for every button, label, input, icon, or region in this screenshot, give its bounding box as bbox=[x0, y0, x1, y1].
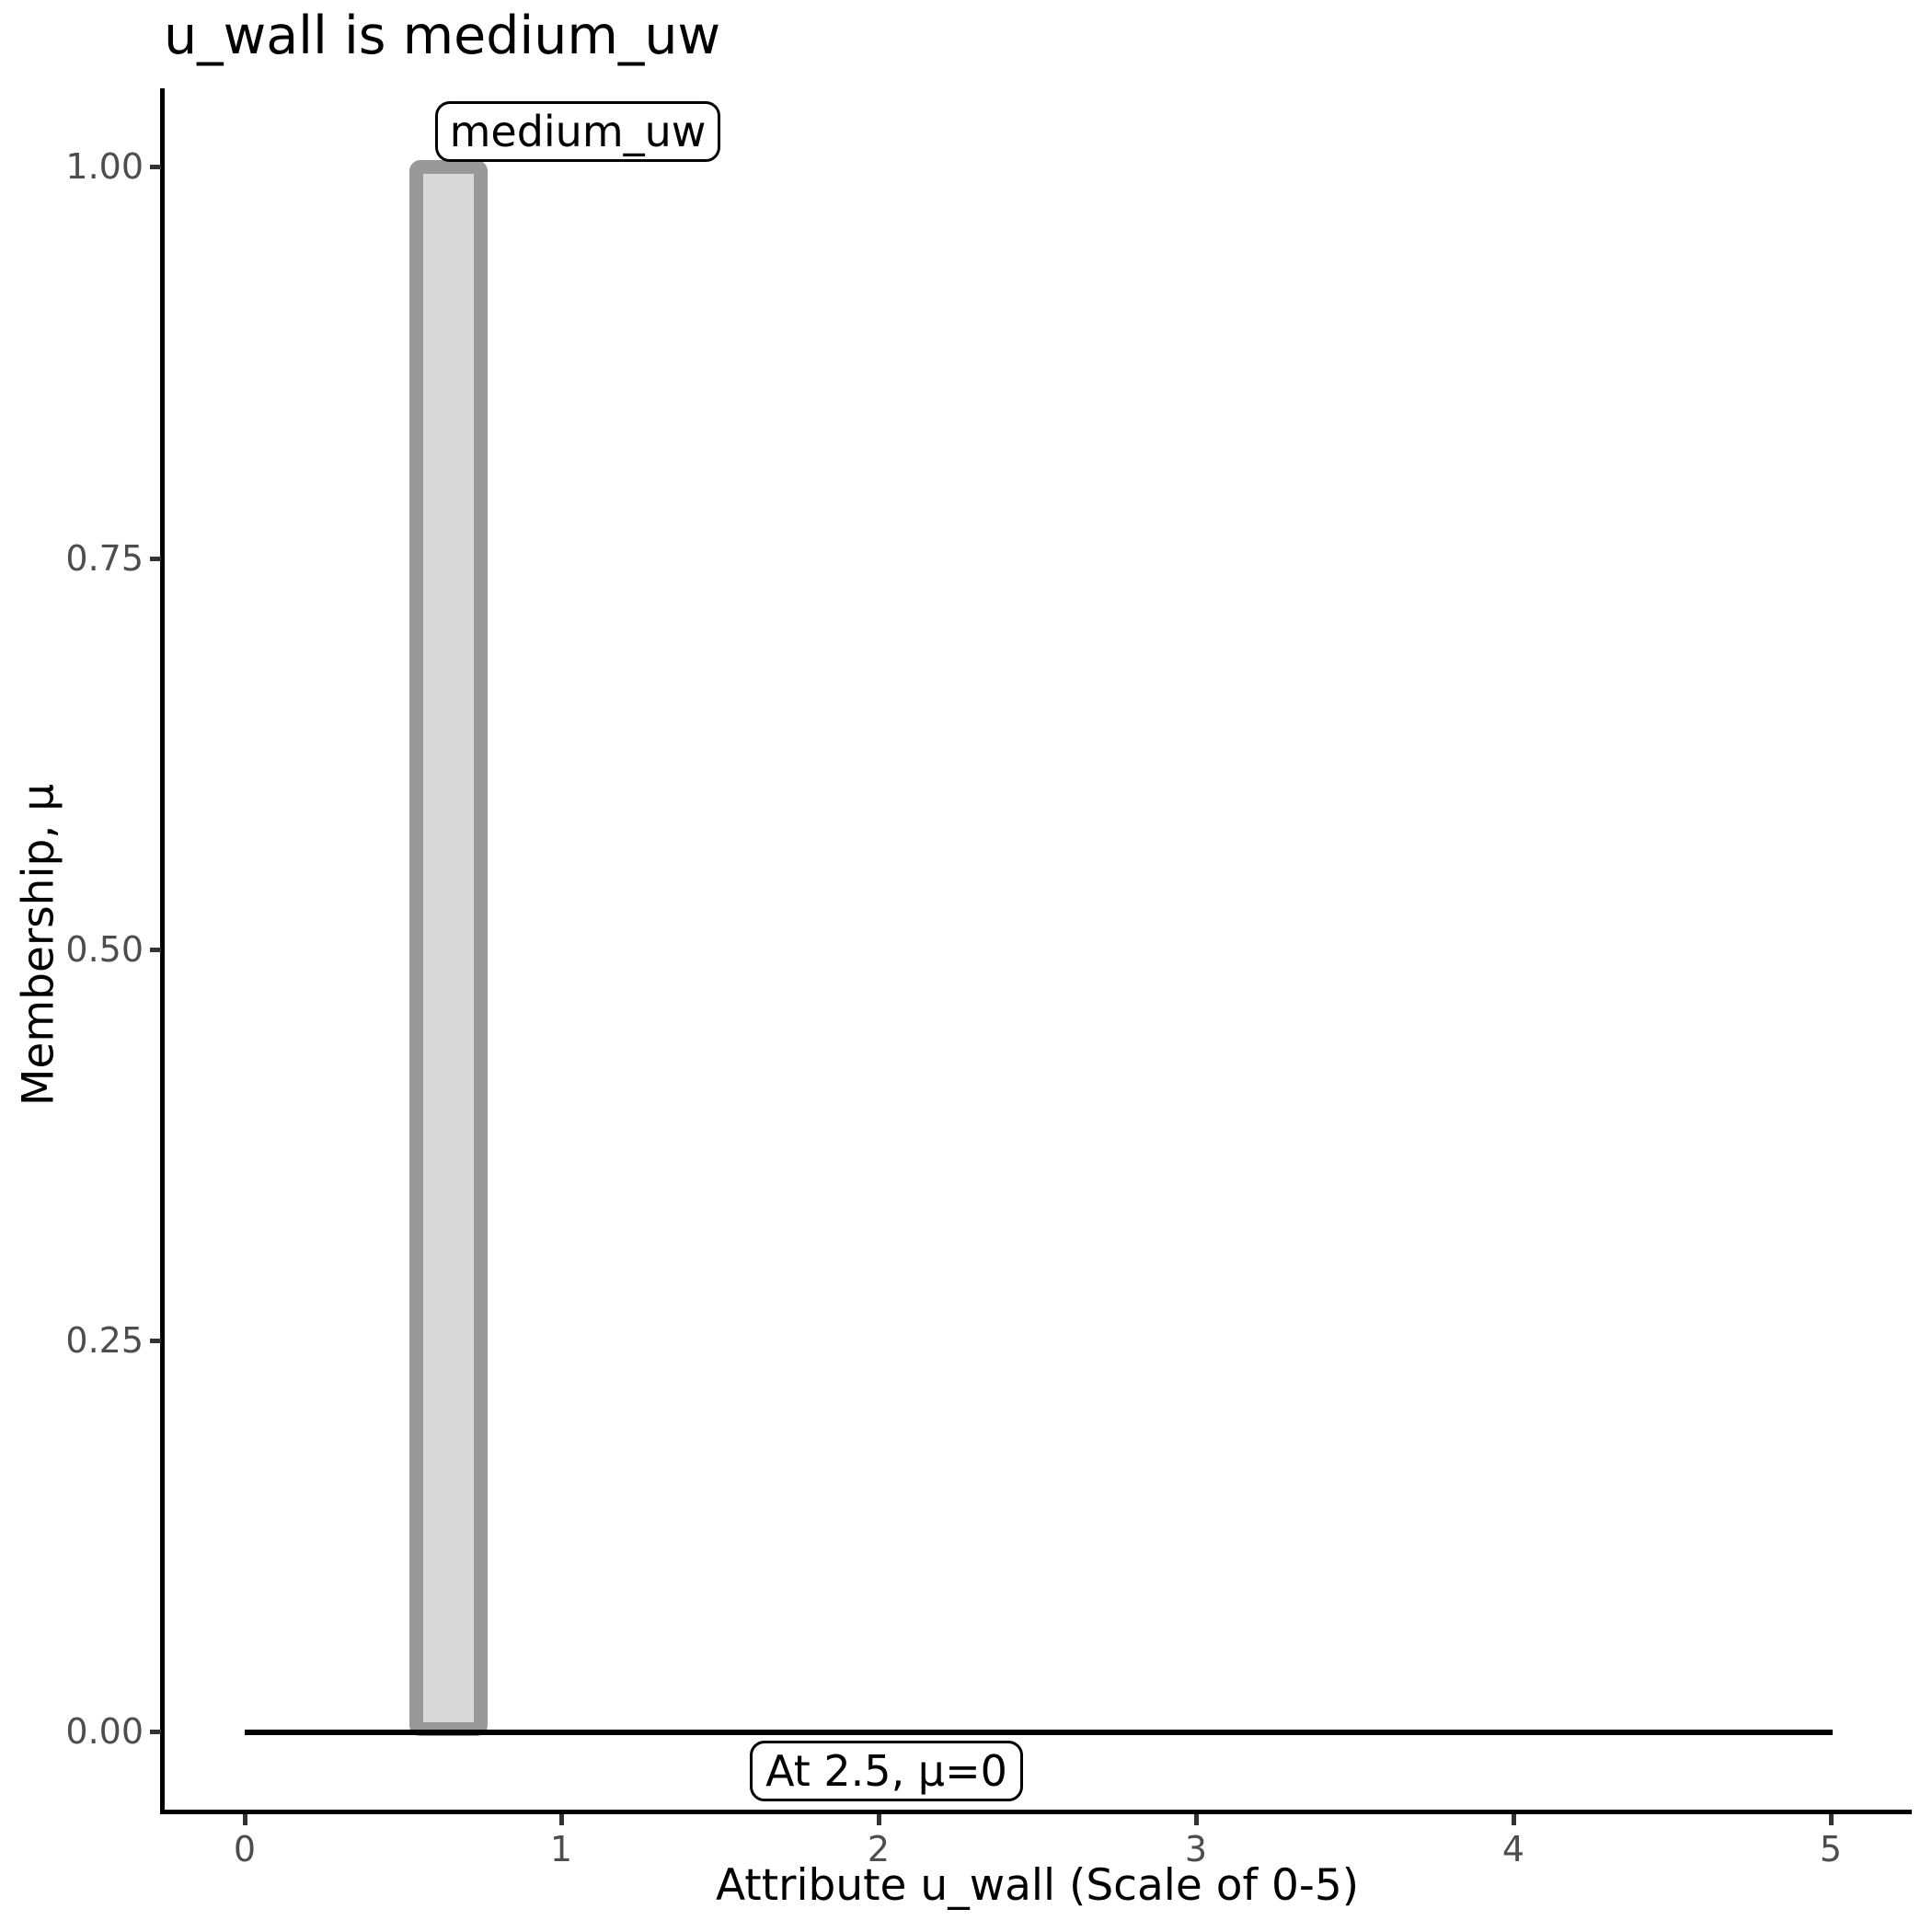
y-tick-mark bbox=[150, 1730, 161, 1734]
x-tick-label: 4 bbox=[1501, 1829, 1525, 1869]
y-tick-mark bbox=[150, 1339, 161, 1343]
x-tick-mark bbox=[1194, 1814, 1199, 1825]
membership-function-bar bbox=[409, 160, 488, 1736]
x-tick-label: 1 bbox=[549, 1829, 573, 1869]
x-axis-title: Attribute u_wall (Scale of 0-5) bbox=[715, 1860, 1360, 1911]
y-tick-label: 0.00 bbox=[65, 1711, 144, 1752]
y-tick-label: 1.00 bbox=[65, 146, 144, 187]
y-axis-line bbox=[160, 88, 165, 1814]
x-tick-mark bbox=[877, 1814, 881, 1825]
y-tick-mark bbox=[150, 165, 161, 169]
y-tick-mark bbox=[150, 557, 161, 561]
set-name-label-box: medium_uw bbox=[435, 101, 720, 162]
zero-membership-line bbox=[245, 1730, 1833, 1735]
point-membership-label-box: At 2.5, μ=0 bbox=[750, 1741, 1023, 1801]
y-tick-mark bbox=[150, 948, 161, 952]
x-tick-label: 5 bbox=[1819, 1829, 1843, 1869]
x-tick-mark bbox=[1512, 1814, 1516, 1825]
x-tick-mark bbox=[1829, 1814, 1834, 1825]
y-tick-label: 0.50 bbox=[65, 929, 144, 970]
x-tick-label: 2 bbox=[867, 1829, 891, 1869]
x-axis-line bbox=[160, 1810, 1912, 1814]
x-tick-label: 3 bbox=[1184, 1829, 1208, 1869]
y-axis-title: Membership, μ bbox=[13, 783, 64, 1107]
x-tick-mark bbox=[243, 1814, 247, 1825]
x-tick-label: 0 bbox=[233, 1829, 257, 1869]
y-tick-label: 0.25 bbox=[65, 1320, 144, 1361]
y-tick-label: 0.75 bbox=[65, 538, 144, 579]
x-tick-mark bbox=[559, 1814, 564, 1825]
plot-title: u_wall is medium_uw bbox=[164, 6, 721, 66]
